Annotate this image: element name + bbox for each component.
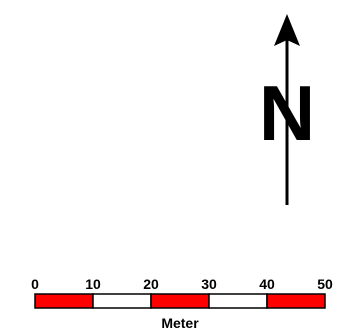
scale-segment [92, 293, 152, 309]
scale-segment [34, 293, 94, 309]
scale-segment [150, 293, 210, 309]
scale-unit-label: Meter [161, 315, 199, 331]
north-arrow-head [274, 14, 300, 46]
scale-tick-label: 0 [31, 276, 39, 292]
scale-tick-label: 40 [259, 276, 275, 292]
scale-bar-segments [34, 293, 326, 309]
scale-tick-label: 30 [201, 276, 217, 292]
scale-tick-label: 50 [317, 276, 333, 292]
scale-bar: 0 10 20 30 40 50 Meter [31, 276, 333, 331]
scale-tick-label: 10 [85, 276, 101, 292]
scale-tick-label: 20 [143, 276, 159, 292]
scale-bar-tick-labels: 0 10 20 30 40 50 [31, 276, 333, 292]
scale-segment [208, 293, 268, 309]
north-letter: N [259, 69, 315, 157]
north-arrow: N [259, 14, 315, 205]
scale-segment [266, 293, 326, 309]
